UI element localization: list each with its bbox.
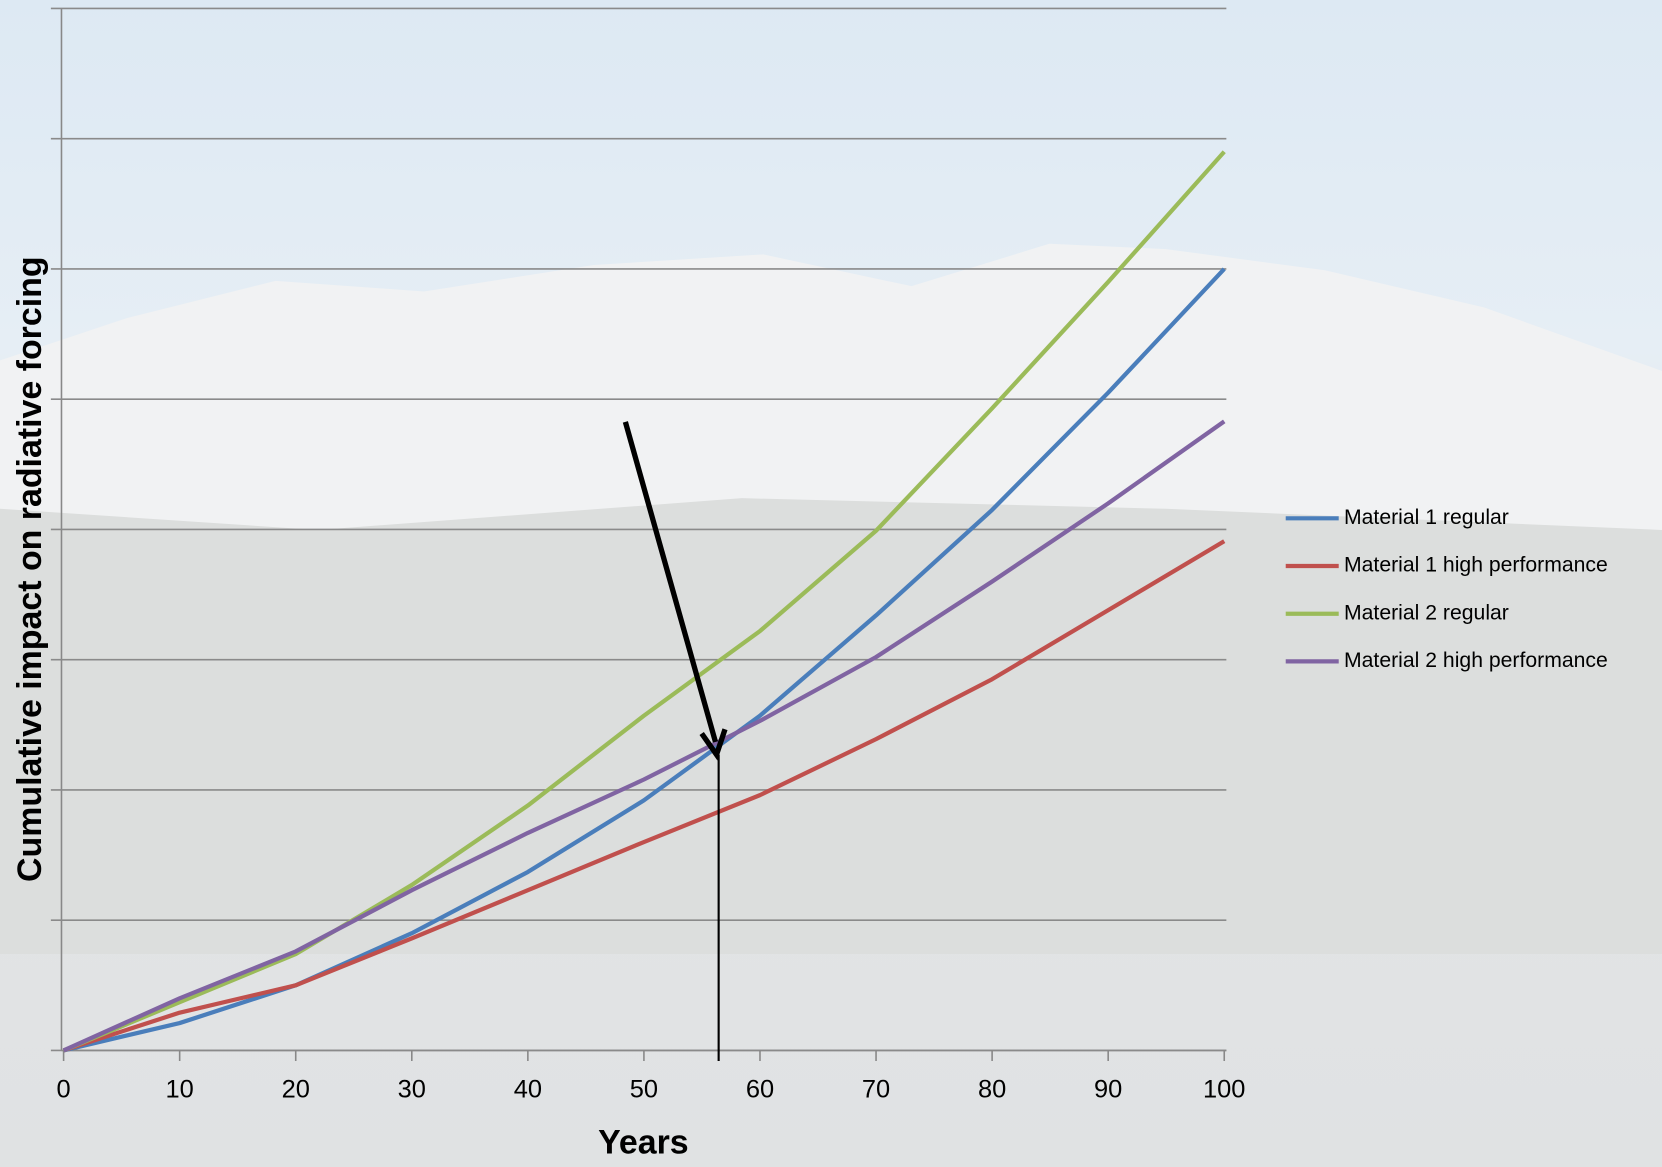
- x-tick-label: 90: [1094, 1075, 1122, 1103]
- page: {"chart_data": { "type": "line", "x_labe…: [0, 0, 1662, 1167]
- legend-label: Material 2 high performance: [1344, 649, 1608, 672]
- x-tick-label: 10: [166, 1075, 194, 1103]
- x-tick-label: 100: [1203, 1075, 1245, 1103]
- legend-label: Material 1 regular: [1344, 506, 1509, 529]
- legend-label: Material 1 high performance: [1344, 554, 1608, 577]
- x-tick-label: 80: [978, 1075, 1006, 1103]
- x-tick-label: 30: [398, 1075, 426, 1103]
- y-axis-title: Cumulative impact on radiative forcing: [11, 256, 49, 882]
- x-axis-title: Years: [598, 1124, 689, 1162]
- x-tick-label: 60: [746, 1075, 774, 1103]
- x-tick-label: 70: [862, 1075, 890, 1103]
- x-tick-label: 40: [514, 1075, 542, 1103]
- x-tick-label: 50: [630, 1075, 658, 1103]
- chart: Years Cumulative impact on radiative for…: [0, 0, 1662, 1167]
- x-tick-label: 0: [57, 1075, 71, 1103]
- x-tick-label: 20: [282, 1075, 310, 1103]
- legend-label: Material 2 regular: [1344, 601, 1509, 624]
